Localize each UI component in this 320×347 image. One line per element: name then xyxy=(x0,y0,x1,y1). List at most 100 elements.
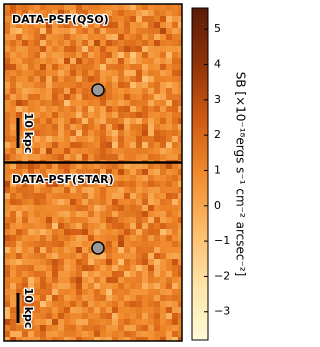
pixel xyxy=(58,46,64,52)
pixel xyxy=(112,271,118,277)
pixel xyxy=(76,142,82,148)
pixel xyxy=(112,247,118,253)
pixel xyxy=(4,295,10,301)
pixel xyxy=(4,289,10,295)
pixel xyxy=(154,223,160,229)
pixel xyxy=(166,199,172,205)
pixel xyxy=(142,4,148,10)
pixel xyxy=(154,76,160,82)
pixel xyxy=(136,277,142,283)
pixel xyxy=(118,253,124,259)
pixel xyxy=(130,223,136,229)
pixel xyxy=(142,160,148,162)
pixel xyxy=(16,211,22,217)
pixel xyxy=(124,205,130,211)
pixel xyxy=(142,253,148,259)
pixel xyxy=(40,16,46,22)
pixel xyxy=(10,169,16,175)
pixel xyxy=(142,193,148,199)
pixel xyxy=(4,313,10,319)
pixel xyxy=(88,271,94,277)
pixel xyxy=(64,253,70,259)
pixel xyxy=(82,223,88,229)
pixel xyxy=(70,205,76,211)
pixel xyxy=(124,46,130,52)
pixel xyxy=(82,10,88,16)
pixel xyxy=(172,70,178,76)
pixel xyxy=(28,235,34,241)
pixel xyxy=(22,175,28,181)
pixel xyxy=(4,205,10,211)
pixel xyxy=(70,88,76,94)
pixel xyxy=(106,307,112,313)
pixel xyxy=(70,76,76,82)
pixel xyxy=(46,331,52,337)
pixel xyxy=(16,4,22,10)
pixel xyxy=(100,82,106,88)
pixel xyxy=(52,211,58,217)
pixel xyxy=(94,187,100,193)
pixel xyxy=(160,88,166,94)
pixel xyxy=(82,136,88,142)
pixel xyxy=(70,313,76,319)
pixel xyxy=(166,301,172,307)
pixel xyxy=(148,217,154,223)
pixel xyxy=(40,52,46,58)
pixel xyxy=(172,175,178,181)
pixel xyxy=(4,163,10,169)
pixel xyxy=(40,223,46,229)
pixel xyxy=(64,52,70,58)
pixel xyxy=(52,271,58,277)
pixel xyxy=(172,295,178,301)
pixel xyxy=(142,235,148,241)
pixel xyxy=(34,112,40,118)
pixel xyxy=(94,229,100,235)
pixel xyxy=(40,46,46,52)
pixel xyxy=(88,28,94,34)
pixel xyxy=(94,136,100,142)
pixel xyxy=(28,22,34,28)
pixel xyxy=(106,331,112,337)
pixel xyxy=(172,64,178,70)
tick-label: −3 xyxy=(214,305,230,318)
pixel xyxy=(64,160,70,162)
pixel xyxy=(22,337,28,341)
pixel xyxy=(148,88,154,94)
pixel xyxy=(82,58,88,64)
pixel xyxy=(28,307,34,313)
pixel xyxy=(64,193,70,199)
pixel xyxy=(22,295,28,301)
pixel xyxy=(64,16,70,22)
pixel xyxy=(178,331,182,337)
pixel xyxy=(52,130,58,136)
pixel xyxy=(22,229,28,235)
pixel xyxy=(130,211,136,217)
pixel xyxy=(136,181,142,187)
pixel xyxy=(70,163,76,169)
pixel xyxy=(28,118,34,124)
pixel xyxy=(64,247,70,253)
pixel xyxy=(148,259,154,265)
pixel xyxy=(28,163,34,169)
pixel xyxy=(76,106,82,112)
pixel xyxy=(28,175,34,181)
pixel xyxy=(88,163,94,169)
pixel xyxy=(16,325,22,331)
pixel xyxy=(10,16,16,22)
pixel xyxy=(100,301,106,307)
pixel xyxy=(4,271,10,277)
pixel xyxy=(166,241,172,247)
pixel xyxy=(142,76,148,82)
pixel xyxy=(94,160,100,162)
pixel xyxy=(130,229,136,235)
pixel xyxy=(46,34,52,40)
pixel xyxy=(118,154,124,160)
pixel xyxy=(142,118,148,124)
pixel xyxy=(118,40,124,46)
pixel xyxy=(148,100,154,106)
pixel xyxy=(64,22,70,28)
panel-frame xyxy=(3,162,183,342)
pixel xyxy=(172,16,178,22)
pixel xyxy=(166,187,172,193)
pixel xyxy=(178,259,182,265)
